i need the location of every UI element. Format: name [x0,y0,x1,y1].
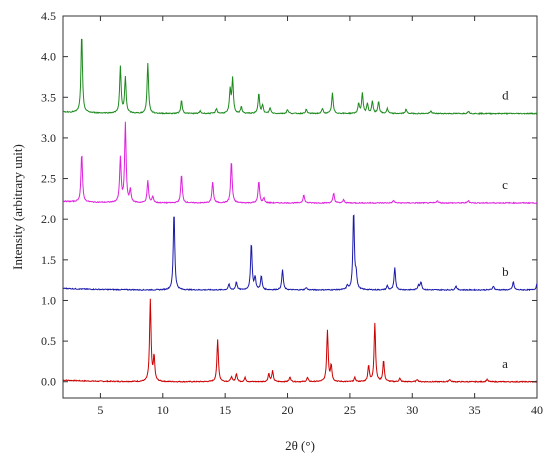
x-tick-label: 40 [531,403,543,417]
x-tick-label: 30 [406,403,418,417]
series-label-b: b [502,264,509,279]
y-tick-label: 4.5 [41,9,56,23]
axis-layer: 5 10 15 20 25 30 35 40 0.0 0.5 1.0 1.5 2.0 2.5 3.0 3.5 4… [41,9,543,417]
y-tick-label: 2.0 [41,212,56,226]
x-tick-label: 15 [219,403,231,417]
y-tick-label: 4.0 [41,50,56,64]
x-axis-title: 2θ (°) [285,438,315,453]
y-tick-label: 0.5 [41,334,56,348]
y-tick-label: 1.5 [41,253,56,267]
x-tick-label: 25 [344,403,356,417]
series-label-c: c [502,177,508,192]
series-layer: a b c d [62,38,538,384]
y-tick-label: 3.0 [41,131,56,145]
y-tick-label: 1.0 [41,293,56,307]
x-tick-label: 5 [97,403,103,417]
y-axis-title: Intensity (arbitrary unit) [10,144,25,270]
x-tick-label: 35 [469,403,481,417]
plot-area [62,15,538,399]
x-tick-label: 20 [282,403,294,417]
series-line-a [62,298,538,384]
y-tick-label: 2.5 [41,172,56,186]
x-tick-label: 10 [157,403,169,417]
y-tick-label: 0.0 [41,375,56,389]
series-line-b [62,214,538,292]
series-line-d [62,38,538,115]
y-tick-label: 3.5 [41,90,56,104]
series-label-a: a [502,356,508,371]
series-line-c [62,121,538,205]
series-label-d: d [502,88,509,103]
